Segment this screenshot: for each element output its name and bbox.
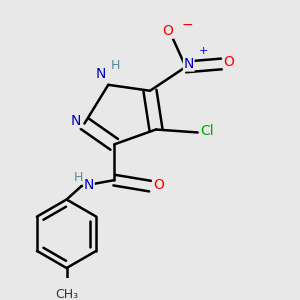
- Text: O: O: [162, 24, 173, 38]
- Text: O: O: [153, 178, 164, 192]
- Text: N: N: [96, 68, 106, 81]
- Text: N: N: [70, 114, 81, 128]
- Text: H: H: [111, 59, 120, 72]
- Text: CH₃: CH₃: [55, 288, 78, 300]
- Text: N: N: [84, 178, 94, 192]
- Text: Cl: Cl: [200, 124, 213, 138]
- Text: O: O: [224, 56, 234, 70]
- Text: H: H: [74, 171, 83, 184]
- Text: +: +: [199, 46, 208, 56]
- Text: N: N: [184, 57, 194, 71]
- Text: −: −: [182, 18, 193, 32]
